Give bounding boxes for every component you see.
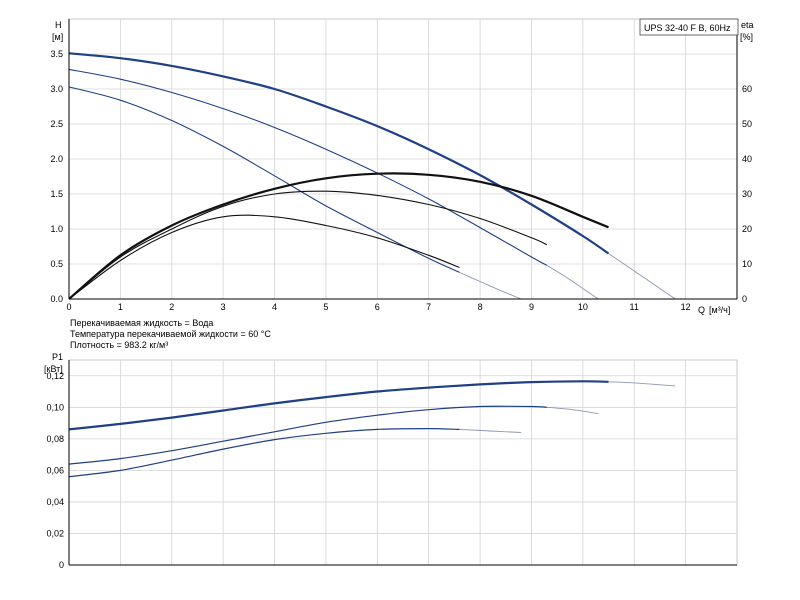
bottom-ytick-label-3: 0,06	[46, 465, 64, 475]
y2-axis-label-eta: eta	[741, 20, 754, 30]
top-axes	[68, 19, 738, 300]
bottom-series-ext-0	[608, 381, 676, 387]
bottom-ytick-label-0: 0	[59, 560, 64, 570]
bottom-series-ext-2	[459, 428, 522, 433]
y-axis-unit-p1: [кВт]	[44, 364, 63, 374]
bottom-grid	[68, 359, 738, 566]
top-ytick-label-0: 0.0	[50, 294, 63, 304]
bottom-ytick-label-2: 0,04	[46, 497, 64, 507]
chart-title: UPS 32-40 F B, 60Hz	[644, 23, 731, 33]
bottom-series-group	[68, 380, 676, 478]
top-series-H-0	[68, 52, 610, 255]
note-temperature: Температура перекачиваемой жидкости = 60…	[70, 329, 271, 339]
top-y2tick-label-1: 10	[742, 259, 752, 269]
top-ytick-label-2: 1.0	[50, 224, 63, 234]
top-xtick-label-11: 11	[630, 302, 639, 312]
top-series-eta-5	[68, 214, 460, 300]
top-series-ext-1	[546, 265, 599, 300]
top-xtick-label-3: 3	[221, 302, 226, 312]
top-xtick-label-5: 5	[323, 302, 328, 312]
x-axis-unit-q: [м³/ч]	[709, 305, 730, 315]
top-series-ext-2	[459, 271, 522, 300]
top-ytick-label-1: 0.5	[50, 259, 63, 269]
top-y2tick-label-0: 0	[742, 294, 747, 304]
top-y2tick-label-6: 60	[742, 84, 752, 94]
top-ytick-label-7: 3.5	[50, 49, 63, 59]
bottom-series-p1-2	[68, 427, 460, 478]
bottom-axes	[68, 360, 737, 566]
bottom-series-p1-0	[68, 380, 609, 431]
top-xtick-label-12: 12	[681, 302, 691, 312]
top-xtick-label-6: 6	[375, 302, 380, 312]
top-y2tick-label-4: 40	[742, 154, 752, 164]
top-xtick-label-4: 4	[272, 302, 277, 312]
y2-axis-unit-eta: [%]	[740, 32, 753, 42]
top-xtick-label-10: 10	[578, 302, 588, 312]
bottom-series-p1-1	[68, 405, 547, 465]
top-xtick-label-1: 1	[118, 302, 123, 312]
y-axis-label-h: H	[55, 20, 62, 30]
top-grid	[68, 18, 738, 300]
bottom-ytick-label-6: 0,12	[46, 371, 64, 381]
top-series-H-2	[68, 86, 460, 273]
top-y2tick-label-3: 30	[742, 189, 752, 199]
top-series-eta-3	[68, 172, 609, 300]
y-axis-label-p1: P1	[52, 352, 63, 362]
note-liquid: Перекачиваемая жидкость = Вода	[70, 318, 213, 328]
bottom-ytick-label-1: 0,02	[46, 528, 64, 538]
bottom-plot-area	[68, 359, 738, 566]
top-ytick-label-4: 2.0	[50, 154, 63, 164]
y-axis-unit-h: [м]	[52, 32, 63, 42]
top-ytick-label-3: 1.5	[50, 189, 63, 199]
top-xtick-label-8: 8	[478, 302, 483, 312]
top-series-eta-4	[68, 190, 548, 300]
bottom-ytick-label-5: 0,10	[46, 402, 64, 412]
x-axis-label-q: Q	[698, 305, 705, 315]
top-y2tick-label-5: 50	[742, 119, 752, 129]
top-series-H-1	[68, 68, 548, 266]
top-xtick-label-9: 9	[529, 302, 534, 312]
top-ytick-label-5: 2.5	[50, 119, 63, 129]
top-ytick-label-6: 3.0	[50, 84, 63, 94]
top-xtick-label-0: 0	[66, 302, 71, 312]
top-xtick-label-7: 7	[426, 302, 431, 312]
power-chart: 0 0,02 0,04 0,06 0,08 0,10 0,12 P1 [кВт]	[44, 352, 738, 570]
top-y2tick-label-2: 20	[742, 224, 752, 234]
bottom-ytick-label-4: 0,08	[46, 434, 64, 444]
top-series-group	[68, 52, 676, 300]
title-box	[639, 18, 739, 36]
bottom-series-ext-1	[546, 406, 599, 415]
bottom-tick-labels: 0 0,02 0,04 0,06 0,08 0,10 0,12	[46, 371, 64, 570]
top-series-ext-0	[608, 253, 676, 300]
top-xtick-label-2: 2	[169, 302, 174, 312]
note-density: Плотность = 983.2 кг/м³	[70, 340, 168, 350]
